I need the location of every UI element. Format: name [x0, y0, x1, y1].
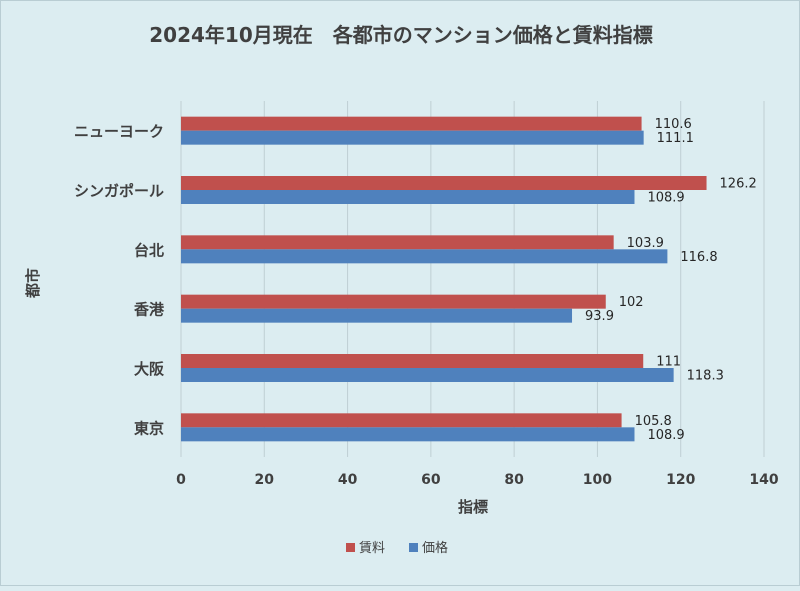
data-label: 108.9 — [647, 428, 684, 443]
x-tick-labels: 0 20 40 60 80 100 120 140 — [176, 472, 779, 488]
bar-rent — [181, 354, 644, 368]
category-label: 大阪 — [134, 360, 165, 378]
category-label: ニューヨーク — [74, 123, 164, 141]
data-label: 102 — [619, 295, 644, 310]
legend: 賃料 価格 — [346, 540, 448, 556]
bar-rent — [181, 176, 707, 190]
data-label: 103.9 — [627, 236, 664, 251]
x-tick-label: 60 — [421, 472, 441, 488]
bar-price — [181, 249, 668, 264]
x-tick-label: 100 — [583, 472, 612, 488]
category-label: 香港 — [134, 301, 165, 319]
bar-price — [181, 130, 644, 145]
x-tick-label: 140 — [749, 472, 778, 488]
x-tick-label: 0 — [176, 472, 186, 488]
legend-swatch-rent — [346, 543, 355, 552]
legend-swatch-price — [409, 543, 418, 552]
data-label: 108.9 — [647, 191, 684, 206]
data-label: 105.8 — [635, 414, 672, 429]
data-label: 111.1 — [657, 131, 694, 146]
data-label: 110.6 — [655, 117, 692, 132]
legend-label: 価格 — [422, 540, 448, 556]
bar-rent — [181, 294, 606, 309]
bar-rent — [181, 413, 622, 428]
legend-label: 賃料 — [359, 541, 385, 556]
bar-price — [181, 427, 635, 442]
data-label: 111 — [656, 355, 681, 370]
bars — [181, 116, 707, 442]
category-label: シンガポール — [74, 182, 164, 200]
category-label: 東京 — [134, 419, 164, 437]
bar-price — [181, 190, 635, 204]
bar-price — [181, 308, 573, 323]
data-label: 118.3 — [687, 369, 724, 384]
bar-rent — [181, 116, 642, 131]
x-tick-label: 20 — [255, 472, 275, 488]
data-label: 126.2 — [720, 177, 757, 192]
x-tick-label: 120 — [666, 472, 695, 488]
gridlines — [180, 101, 765, 457]
x-tick-label: 80 — [504, 472, 524, 488]
data-label: 116.8 — [680, 250, 717, 265]
bar-price — [181, 368, 674, 382]
data-label: 93.9 — [585, 309, 614, 324]
category-label: 台北 — [134, 241, 164, 259]
x-tick-label: 40 — [338, 472, 358, 488]
y-axis-title: 都市 — [24, 268, 42, 299]
bar-rent — [181, 235, 614, 250]
chart-title: 2024年10月現在 各都市のマンション価格と賃料指標 — [149, 23, 653, 47]
x-axis-title: 指標 — [458, 498, 488, 516]
